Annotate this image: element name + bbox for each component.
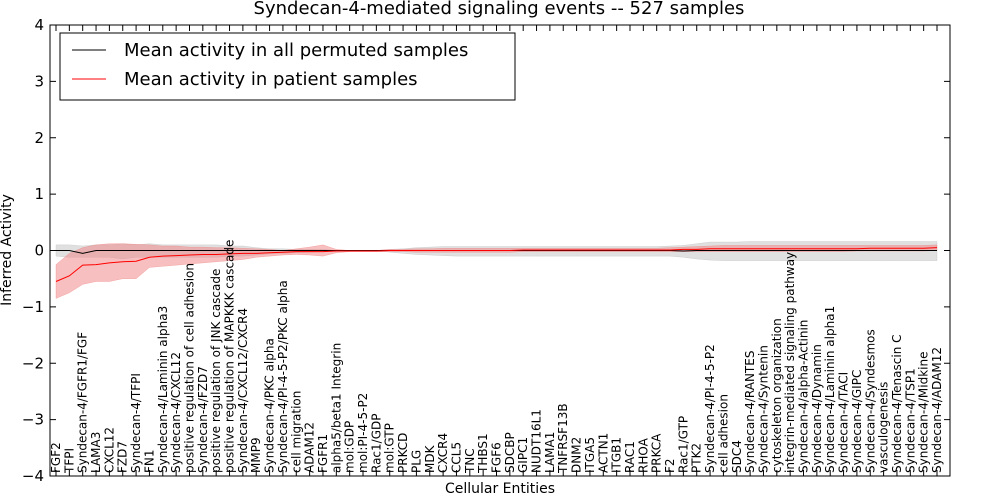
y-tick-label: 0 (34, 242, 44, 260)
x-tick-label: PRKCA (650, 433, 664, 473)
x-tick-label: positive regulation of cell adhesion (182, 263, 196, 473)
x-tick-label: TNC (463, 448, 477, 474)
x-tick-label: Syndecan-4/CXCL12/CXCR4 (236, 308, 250, 473)
x-tick-label: integrin-mediated signaling pathway (783, 252, 797, 473)
x-tick-label: FGF2 (49, 442, 63, 473)
x-tick-label: Syndecan-4/Syntenin (756, 345, 770, 473)
x-tick-label: Syndecan-4/RANTES (743, 351, 757, 473)
x-tick-label: LAMA1 (543, 432, 557, 473)
x-tick-label: Syndecan-4/GIPC (850, 370, 864, 473)
x-tick-label: ACTN1 (596, 433, 610, 473)
x-tick-label: Syndecan-4/Dynamin (810, 344, 824, 473)
x-tick-label: ITGA5 (583, 437, 597, 473)
x-tick-label: positive regulation of MAPKKK cascade (223, 240, 237, 473)
x-tick-label: FGF6 (490, 442, 504, 473)
series-lines (55, 247, 938, 282)
x-tick-label: mol:GDP (343, 421, 357, 473)
x-tick-label: MDK (423, 444, 437, 473)
x-tick-label: SDCBP (503, 432, 517, 473)
x-tick-label: PLG (409, 450, 423, 473)
x-tick-label: DNM2 (570, 437, 584, 473)
x-tick-label: mol:GTP (383, 423, 397, 473)
x-tick-label: THBS1 (476, 433, 490, 474)
y-tick-label: 3 (34, 72, 44, 90)
x-axis: FGF2 TFPI Syndecan-4/FGFR1/FGF LAMA3 CXCL12 F… (49, 25, 944, 476)
x-tick-label: GIPC1 (516, 437, 530, 473)
y-tick-label: −1 (22, 298, 44, 316)
x-tick-label: F2 (663, 458, 677, 473)
x-tick-label: Rac1/GDP (369, 414, 383, 473)
x-tick-label: RHOA (636, 437, 650, 473)
legend: Mean activity in all permuted samples Me… (59, 32, 516, 101)
legend-label-permuted: Mean activity in all permuted samples (124, 40, 468, 61)
x-tick-label: vasculogenesis (877, 382, 891, 473)
x-tick-label: Rac1/GTP (676, 416, 690, 473)
x-tick-label: RAC1 (623, 441, 637, 473)
x-tick-label: Syndecan-4/TACI (837, 372, 851, 473)
y-axis: −4 −3 −2 −1 0 1 2 3 4 (22, 16, 950, 485)
x-tick-label: positive regulation of JNK cascade (209, 269, 223, 473)
y-tick-label: 1 (34, 185, 44, 203)
x-tick-label: mol:PI-4-5-P2 (356, 393, 370, 473)
x-tick-label: Syndecan-4/Laminin alpha3 (156, 306, 170, 473)
x-tick-label: cytoskeleton organization (770, 318, 784, 473)
x-tick-label: NUDT16L1 (530, 409, 544, 473)
x-tick-label: ITGB1 (610, 437, 624, 473)
x-tick-label: Syndecan-4/FZD7 (196, 366, 210, 473)
y-tick-label: 2 (34, 129, 44, 147)
x-tick-label: cell adhesion (716, 394, 730, 473)
x-tick-label: Syndecan-4/ADAM12 (930, 347, 944, 473)
x-tick-label: CXCR4 (436, 433, 450, 473)
x-tick-label: FN1 (142, 449, 156, 473)
x-tick-label: Syndecan-4/TFPI (129, 373, 143, 473)
x-tick-label: TNFRSF13B (556, 403, 570, 474)
x-tick-label: PTK2 (690, 443, 704, 473)
x-tick-label: Syndecan-4/PI-4-5-P2 (703, 344, 717, 473)
x-tick-label: LAMA3 (89, 432, 103, 473)
y-tick-label: −4 (22, 467, 44, 485)
x-tick-label: Syndecan-4/Tenascin C (890, 334, 904, 473)
y-tick-label: −2 (22, 354, 44, 372)
x-tick-label: Syndecan-4/FGFR1/FGF (76, 332, 90, 473)
x-tick-label: Syndecan-4/PKC alpha (263, 338, 277, 473)
y-tick-label: 4 (34, 16, 44, 34)
x-tick-label: PRKCD (396, 433, 410, 473)
x-tick-label: FGFR1 (316, 434, 330, 473)
x-tick-label: Syndecan-4/Laminin alpha1 (823, 306, 837, 473)
x-tick-label: Syndecan-4/PI-4-5-P2/PKC alpha (276, 280, 290, 473)
x-tick-label: alpha5/beta1 Integrin (329, 343, 343, 473)
x-tick-label: cell migration (289, 391, 303, 473)
x-tick-label: Syndecan-4/alpha-Actinin (797, 320, 811, 473)
x-tick-label: Syndecan-4/Midkine (917, 352, 931, 473)
x-tick-label: CCL5 (449, 442, 463, 473)
line-patient (55, 247, 938, 282)
x-tick-label: FZD7 (116, 441, 130, 473)
x-tick-label: Syndecan-4/Syndesmos (863, 329, 877, 473)
x-tick-label: ADAM12 (303, 422, 317, 473)
legend-label-patient: Mean activity in patient samples (124, 69, 418, 90)
x-axis-label: Cellular Entities (445, 481, 555, 497)
x-tick-label: Syndecan-4/CXCL12 (169, 352, 183, 473)
x-tick-label: MMP9 (249, 437, 263, 473)
x-tick-label: Syndecan-4/TSP1 (903, 368, 917, 473)
x-tick-label: TFPI (62, 448, 76, 474)
legend-box (59, 32, 516, 101)
y-axis-label: Inferred Activity (0, 194, 15, 306)
x-tick-label: SDC4 (730, 440, 744, 473)
y-tick-label: −3 (22, 411, 44, 429)
x-tick-label: CXCL12 (102, 427, 116, 473)
chart-title: Syndecan-4-mediated signaling events -- … (254, 0, 745, 19)
